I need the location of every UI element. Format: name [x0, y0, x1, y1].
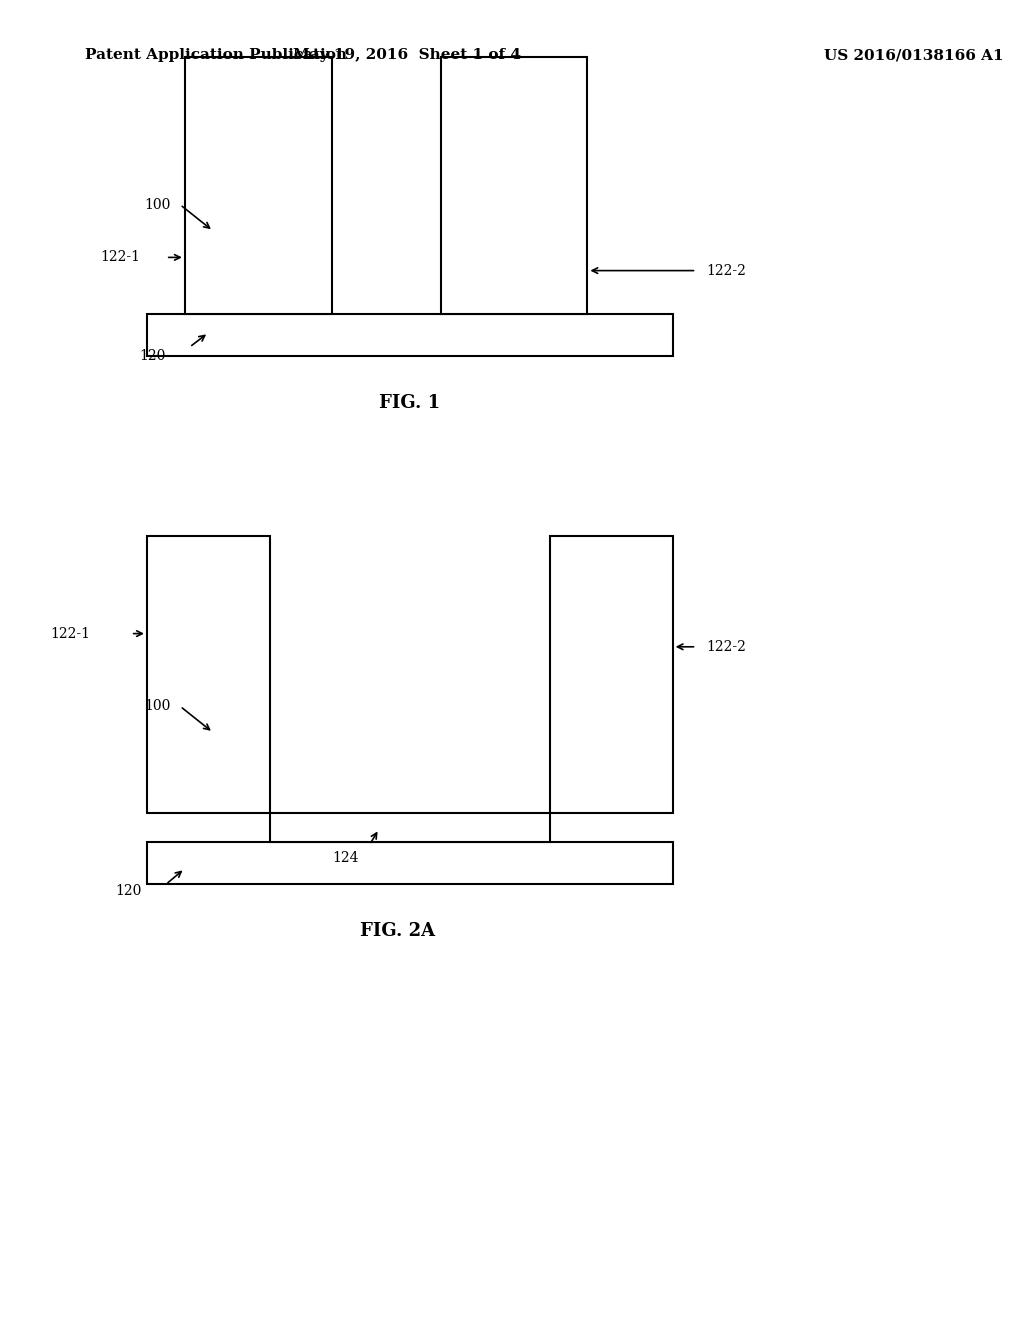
- Text: 122-2: 122-2: [706, 640, 745, 653]
- Text: 122-1: 122-1: [50, 627, 90, 640]
- Bar: [146, 842, 673, 884]
- Bar: [550, 536, 673, 813]
- Text: 100: 100: [144, 198, 171, 211]
- Text: 120: 120: [139, 350, 166, 363]
- Text: 100: 100: [144, 700, 171, 713]
- Bar: [146, 314, 673, 356]
- Text: 124: 124: [333, 851, 359, 866]
- Text: FIG. 1: FIG. 1: [379, 393, 440, 412]
- Text: FIG. 2A: FIG. 2A: [360, 921, 435, 940]
- Bar: [184, 57, 332, 314]
- Text: May 19, 2016  Sheet 1 of 4: May 19, 2016 Sheet 1 of 4: [294, 49, 521, 62]
- Bar: [270, 813, 550, 842]
- Bar: [146, 536, 270, 813]
- Text: 122-1: 122-1: [100, 251, 140, 264]
- Text: Patent Application Publication: Patent Application Publication: [85, 49, 347, 62]
- Text: 122-2: 122-2: [706, 264, 745, 277]
- Bar: [440, 57, 588, 314]
- Text: 120: 120: [116, 884, 142, 898]
- Text: US 2016/0138166 A1: US 2016/0138166 A1: [824, 49, 1004, 62]
